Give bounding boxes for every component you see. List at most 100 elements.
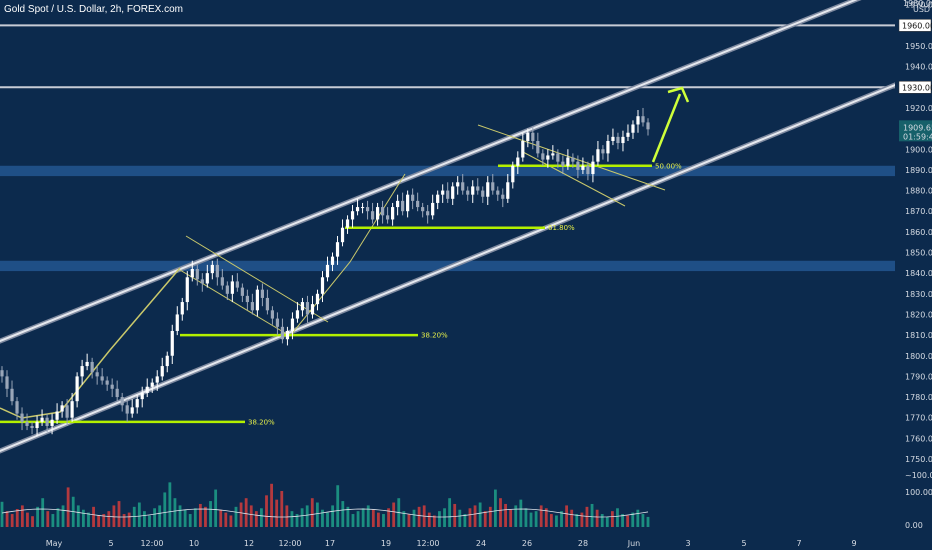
volume-bar [148,515,151,527]
volume-bar [249,505,253,527]
candle-body [200,279,204,284]
trend-drawings[interactable] [0,86,690,419]
candle-body [85,361,89,367]
candle-body [80,366,84,377]
volume-bar [229,515,233,527]
time-tick: 9 [851,539,856,548]
candle-body [265,297,270,311]
volume-bar [275,499,279,527]
volume-bar [382,514,385,527]
volume-bar [529,512,533,527]
volume-bar [331,505,335,527]
candle-body [165,355,169,367]
volume-bar [102,514,106,527]
volume-bar [209,501,212,527]
volume-bar [570,509,574,527]
candle-body [220,277,224,286]
candle-body [240,287,244,296]
candle-body [506,182,510,199]
volume-tick: 0.00 [905,521,923,530]
volume-bar [326,512,329,527]
candle-body [391,207,395,220]
candle-body [556,153,560,162]
volume-bar [641,514,645,527]
candle-body [95,372,99,377]
volume-bar [473,505,477,527]
volume-bar [5,511,9,527]
level-price-box[interactable] [898,19,932,32]
horizontal-levels [0,24,897,89]
arrow-head-icon [667,86,690,103]
candle-body [526,132,530,141]
level-price-label: 1960.00 [902,21,932,30]
volume-bar [636,509,640,527]
candle-body [496,190,500,195]
time-tick: 12:00 [416,539,439,548]
volume-bar [260,508,263,527]
volume-bar [20,505,24,527]
volume-bar [458,509,462,527]
flag-top-1[interactable] [185,235,329,323]
candle-body [50,419,54,426]
volume-bar [239,502,243,527]
volume-bar [539,505,543,527]
volume-bar [361,508,365,527]
price-tick: 1970.00 [905,1,932,10]
volume-bar [402,511,406,527]
price-tick: 1810.00 [905,331,932,340]
volume-bar [371,509,375,527]
candle-body [561,161,565,166]
flag-bottom-1[interactable] [179,269,291,337]
candle-body [100,376,104,381]
volume-bar [112,505,116,527]
candle-body [190,269,194,278]
volume-bar [163,492,167,527]
candle-body [345,219,350,228]
candle-body [340,227,345,243]
price-tick: 1840.00 [905,269,932,278]
volume-bar [76,505,80,527]
candle-body [65,405,69,418]
volume-bar [407,514,411,527]
volume-bar [494,489,497,527]
flag-top-2[interactable] [477,124,666,191]
candle-body [330,256,335,265]
candle-body [631,124,635,133]
candle-body [375,207,380,220]
volume-bar [534,511,538,527]
flag-bottom-2[interactable] [522,151,626,207]
candle-body [596,149,600,162]
candle-body [230,281,234,294]
arrow-shaft[interactable] [651,93,682,163]
fib-label-3: 38.20% [248,418,275,426]
level-price-box[interactable] [898,81,932,94]
candle-body [275,318,280,327]
candle-body [456,182,460,187]
impulse-leg-1[interactable] [0,267,181,419]
volume-bar [514,505,518,527]
candle-body [385,215,390,220]
volume-bar [478,502,482,527]
candle-body [150,382,154,387]
candle-body [641,116,645,123]
volume-bar [524,508,528,527]
volume-bar [605,516,609,527]
time-tick: 3 [685,539,690,548]
candle-body [315,293,320,305]
candle-body [170,330,174,356]
candle-body [486,182,490,197]
volume-bar [36,506,40,527]
current-price-box [899,120,932,142]
price-tick: 1800.00 [905,352,932,361]
volume-ma-line [1,508,649,518]
volume-bar [127,512,131,527]
price-tick: 1870.00 [905,207,932,216]
candle-body [491,182,495,191]
fib-label-0: 50.00% [655,162,682,170]
volume-bar [137,502,141,527]
volume-bar [483,511,487,527]
candle-body [140,392,144,400]
candle-body [471,186,475,195]
candle-body [576,161,580,170]
